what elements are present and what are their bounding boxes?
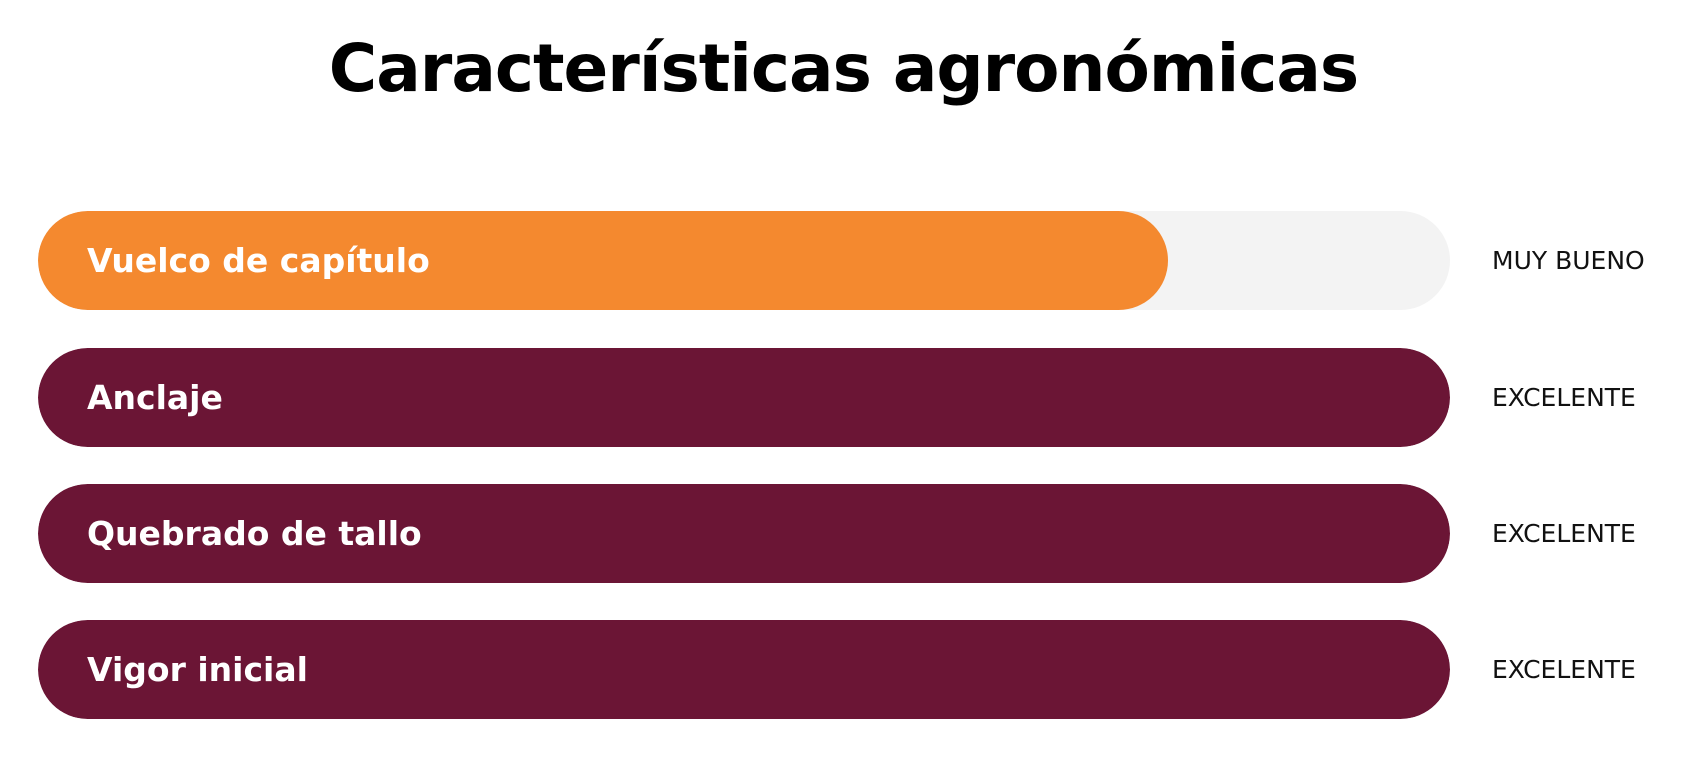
bar-track [38,484,1450,583]
bar-label: Anclaje [87,378,223,417]
bar-label: Vigor inicial [87,650,308,689]
bar-fill [38,348,1450,447]
bar-track [38,211,1450,310]
rating-row: Vuelco de capítulo MUY BUENO [38,211,1658,310]
rating-text: MUY BUENO [1492,246,1645,275]
rating-row: Quebrado de tallo EXCELENTE [38,484,1658,583]
title: Características agronómicas [328,30,1359,107]
bar-track [38,620,1450,719]
bar-track [38,348,1450,447]
rating-text: EXCELENTE [1492,655,1636,684]
bar-label: Vuelco de capítulo [87,241,430,280]
rating-text: EXCELENTE [1492,383,1636,412]
bar-fill [38,620,1450,719]
bar-label: Quebrado de tallo [87,514,422,553]
rating-row: Anclaje EXCELENTE [38,348,1658,447]
bar-fill [38,211,1168,310]
bar-fill [38,484,1450,583]
rating-text: EXCELENTE [1492,519,1636,548]
rating-row: Vigor inicial EXCELENTE [38,620,1658,719]
